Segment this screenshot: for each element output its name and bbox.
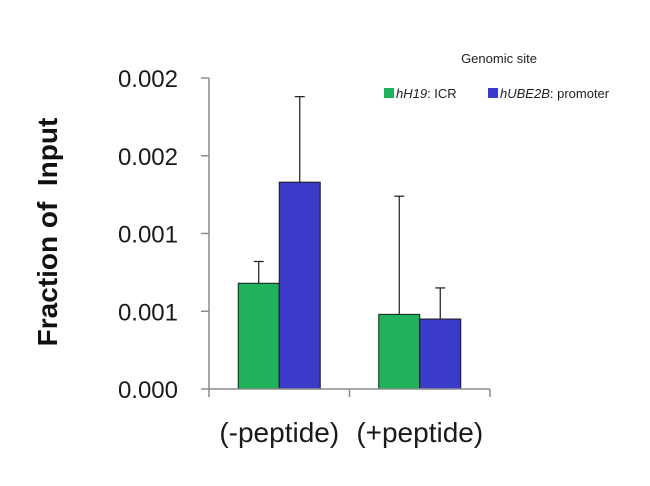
legend-title: Genomic site <box>461 51 537 66</box>
y-tick-label: 0.002 <box>118 144 178 171</box>
bars-layer <box>237 181 462 390</box>
bar <box>378 313 421 390</box>
y-tick-label: 0.000 <box>118 377 178 404</box>
x-tick-label: (+peptide) <box>356 417 483 448</box>
y-tick-label: 0.001 <box>118 222 178 249</box>
legend-label-hube2b: hUBE2B: promoter <box>500 86 610 101</box>
bar <box>419 318 462 390</box>
x-ticks-layer: (-peptide) (+peptide) <box>208 389 491 448</box>
legend-label-hh19-rest: : ICR <box>427 86 457 101</box>
y-tick-label: 0.002 <box>118 66 178 93</box>
legend-label-hube2b-italic: hUBE2B <box>500 86 550 101</box>
bar <box>278 181 321 390</box>
y-ticks-layer: 0.000 0.001 0.001 0.002 0.002 <box>118 66 209 404</box>
bar <box>237 282 280 390</box>
legend-label-hh19: hH19: ICR <box>396 86 457 101</box>
legend-label-hube2b-rest: : promoter <box>550 86 610 101</box>
error-bars-layer <box>253 96 446 320</box>
legend-label-hh19-italic: hH19 <box>396 86 427 101</box>
legend-swatch-hh19 <box>384 88 394 98</box>
y-axis-label: Fraction of Input <box>32 118 63 347</box>
y-tick-label: 0.001 <box>118 299 178 326</box>
legend-swatch-hube2b <box>488 88 498 98</box>
x-tick-label: (-peptide) <box>219 417 339 448</box>
legend: Genomic site hH19: ICR hUBE2B: promoter <box>384 51 610 101</box>
